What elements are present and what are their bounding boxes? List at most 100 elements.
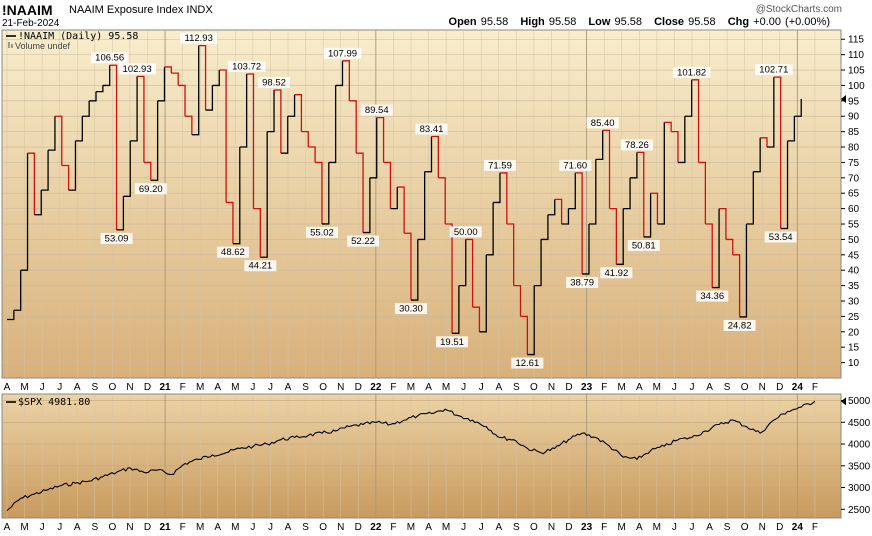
naaim-step-segment xyxy=(109,64,118,230)
x-tick-label: A xyxy=(214,382,221,393)
data-label-bg xyxy=(394,303,427,315)
x-tick-label: J xyxy=(40,522,45,533)
data-label-bg xyxy=(134,183,167,195)
x-tick-label: A xyxy=(495,522,502,533)
x-tick-label: J xyxy=(479,382,484,393)
naaim-step-segment xyxy=(82,100,90,117)
x-tick-label: A xyxy=(636,382,643,393)
data-label: 30.30 xyxy=(399,304,423,315)
data-label: 50.81 xyxy=(632,240,656,251)
data-label: 44.21 xyxy=(248,261,272,272)
naaim-step-segment xyxy=(75,116,83,142)
naaim-step-segment xyxy=(96,85,104,93)
naaim-step-segment xyxy=(356,152,364,233)
naaim-step-segment xyxy=(568,172,576,210)
naaim-step-segment xyxy=(383,161,392,209)
x-tick-label: S xyxy=(724,382,731,393)
chart-instrument-name: NAAIM Exposure Index INDX xyxy=(69,4,213,16)
naaim-step-segment xyxy=(321,162,330,225)
naaim-step-segment xyxy=(68,140,77,191)
y-tick-label: 70 xyxy=(848,173,860,184)
x-tick-label: A xyxy=(706,522,713,533)
x-tick-label: N xyxy=(548,522,555,533)
data-label: 48.62 xyxy=(221,247,245,258)
x-tick-label: F xyxy=(390,522,396,533)
x-tick-label: F xyxy=(812,382,818,393)
x-tick-label: D xyxy=(776,522,783,533)
data-label: 83.41 xyxy=(420,124,444,135)
naaim-step-segment xyxy=(650,192,659,225)
instrument-name: NAAIM Exposure Index xyxy=(69,4,184,16)
x-tick-label: 23 xyxy=(581,522,593,533)
naaim-step-segment xyxy=(712,208,720,289)
naaim-step-segment xyxy=(445,223,453,334)
naaim-step-segment xyxy=(205,85,214,111)
low-value: 95.58 xyxy=(614,16,643,28)
x-tick-label: F xyxy=(390,382,396,393)
data-label-bg xyxy=(347,235,380,247)
naaim-step-segment xyxy=(486,202,494,256)
naaim-step-segment xyxy=(178,84,186,117)
data-label: 71.60 xyxy=(563,160,587,171)
close-label: Close xyxy=(654,16,685,28)
y-tick-label: 80 xyxy=(848,143,860,154)
chart-symbol: !NAAIM xyxy=(2,2,53,18)
data-label: 103.72 xyxy=(232,61,261,72)
naaim-step-segment xyxy=(541,214,549,241)
naaim-step-segment xyxy=(458,239,467,287)
data-label-bg xyxy=(755,64,793,76)
naaim-step-segment xyxy=(732,254,741,317)
x-tick-label: J xyxy=(57,522,62,533)
y-tick-label: 95 xyxy=(848,96,860,107)
naaim-step-segment xyxy=(369,117,378,179)
naaim-step-segment xyxy=(376,116,385,163)
naaim-step-segment xyxy=(684,79,693,117)
naaim-step-segment xyxy=(506,223,515,286)
y-tick-label: 55 xyxy=(848,220,860,231)
x-tick-label: S xyxy=(302,522,309,533)
open-label: Open xyxy=(448,16,477,28)
naaim-step-segment xyxy=(219,69,227,203)
naaim-step-segment xyxy=(294,94,303,132)
naaim-step-segment xyxy=(479,254,487,333)
x-tick-label: 22 xyxy=(370,382,382,393)
x-tick-label: 24 xyxy=(792,522,804,533)
naaim-step-segment xyxy=(226,201,234,244)
naaim-step-segment xyxy=(657,122,665,225)
x-tick-label: M xyxy=(618,382,626,393)
naaim-step-segment xyxy=(157,66,166,102)
x-tick-label: 21 xyxy=(160,522,172,533)
x-tick-label: O xyxy=(741,522,749,533)
spx-line xyxy=(6,400,816,512)
naaim-step-segment xyxy=(575,172,583,274)
x-tick-label: J xyxy=(689,522,694,533)
x-tick-label: A xyxy=(4,382,11,393)
data-label-bg xyxy=(258,76,291,88)
x-tick-label: O xyxy=(530,522,538,533)
data-label-bg xyxy=(723,319,756,331)
x-tick-label: N xyxy=(337,522,344,533)
data-label: 55.02 xyxy=(310,227,334,238)
naaim-step-segment xyxy=(335,60,344,87)
naaim-step-segment xyxy=(705,223,713,288)
spx-y-tick-label: 3000 xyxy=(848,483,871,494)
naaim-series xyxy=(7,44,846,356)
x-tick-label: J xyxy=(689,382,694,393)
y-tick-label: 90 xyxy=(848,112,860,123)
naaim-step-segment xyxy=(267,89,275,133)
x-tick-label: S xyxy=(513,522,520,533)
x-tick-label: O xyxy=(530,382,538,393)
naaim-step-segment xyxy=(465,238,474,308)
x-tick-label: A xyxy=(495,382,502,393)
naaim-step-segment xyxy=(342,60,350,101)
naaim-step-segment xyxy=(520,315,529,355)
x-tick-label: F xyxy=(180,522,186,533)
ohlc-readout: Open 95.58 High 95.58 Low 95.58 Close 95… xyxy=(449,16,838,28)
data-label-bg xyxy=(227,60,266,72)
naaim-step-segment xyxy=(636,151,645,237)
naaim-step-segment xyxy=(787,116,796,142)
spx-y-tick-label: 3500 xyxy=(848,461,871,472)
naaim-step-segment xyxy=(760,137,768,148)
naaim-step-segment xyxy=(753,137,761,173)
x-tick-label: S xyxy=(724,522,731,533)
